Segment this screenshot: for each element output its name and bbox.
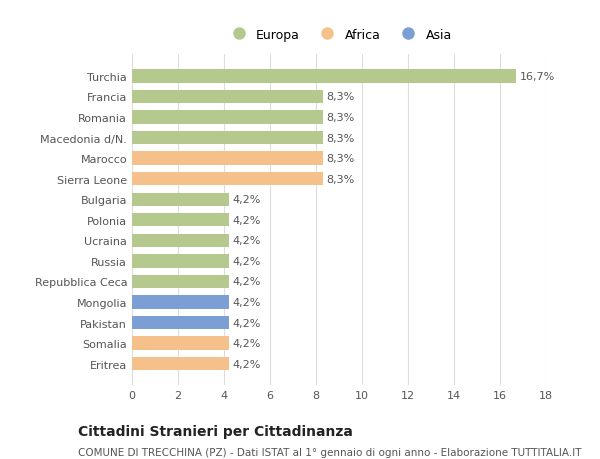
Text: 4,2%: 4,2%	[232, 359, 260, 369]
Text: 4,2%: 4,2%	[232, 318, 260, 328]
Text: 4,2%: 4,2%	[232, 215, 260, 225]
Bar	[132, 213, 229, 227]
Bar	[132, 173, 323, 186]
Text: 8,3%: 8,3%	[326, 174, 355, 185]
Bar	[132, 152, 323, 165]
Bar	[132, 132, 323, 145]
Bar	[132, 90, 323, 104]
Text: 4,2%: 4,2%	[232, 277, 260, 287]
Text: 8,3%: 8,3%	[326, 154, 355, 164]
Bar	[132, 337, 229, 350]
Text: 4,2%: 4,2%	[232, 297, 260, 308]
Bar	[132, 234, 229, 247]
Text: 8,3%: 8,3%	[326, 133, 355, 143]
Text: Cittadini Stranieri per Cittadinanza: Cittadini Stranieri per Cittadinanza	[78, 425, 353, 438]
Bar	[132, 193, 229, 207]
Bar	[132, 111, 323, 124]
Text: 8,3%: 8,3%	[326, 92, 355, 102]
Text: 4,2%: 4,2%	[232, 256, 260, 266]
Bar	[132, 357, 229, 370]
Bar	[132, 296, 229, 309]
Legend: Europa, Africa, Asia: Europa, Africa, Asia	[222, 25, 456, 45]
Bar	[132, 316, 229, 330]
Bar	[132, 275, 229, 289]
Text: 4,2%: 4,2%	[232, 195, 260, 205]
Text: 16,7%: 16,7%	[520, 72, 555, 82]
Text: 4,2%: 4,2%	[232, 338, 260, 348]
Text: 8,3%: 8,3%	[326, 113, 355, 123]
Text: COMUNE DI TRECCHINA (PZ) - Dati ISTAT al 1° gennaio di ogni anno - Elaborazione : COMUNE DI TRECCHINA (PZ) - Dati ISTAT al…	[78, 448, 581, 458]
Bar	[132, 255, 229, 268]
Bar	[132, 70, 516, 84]
Text: 4,2%: 4,2%	[232, 236, 260, 246]
